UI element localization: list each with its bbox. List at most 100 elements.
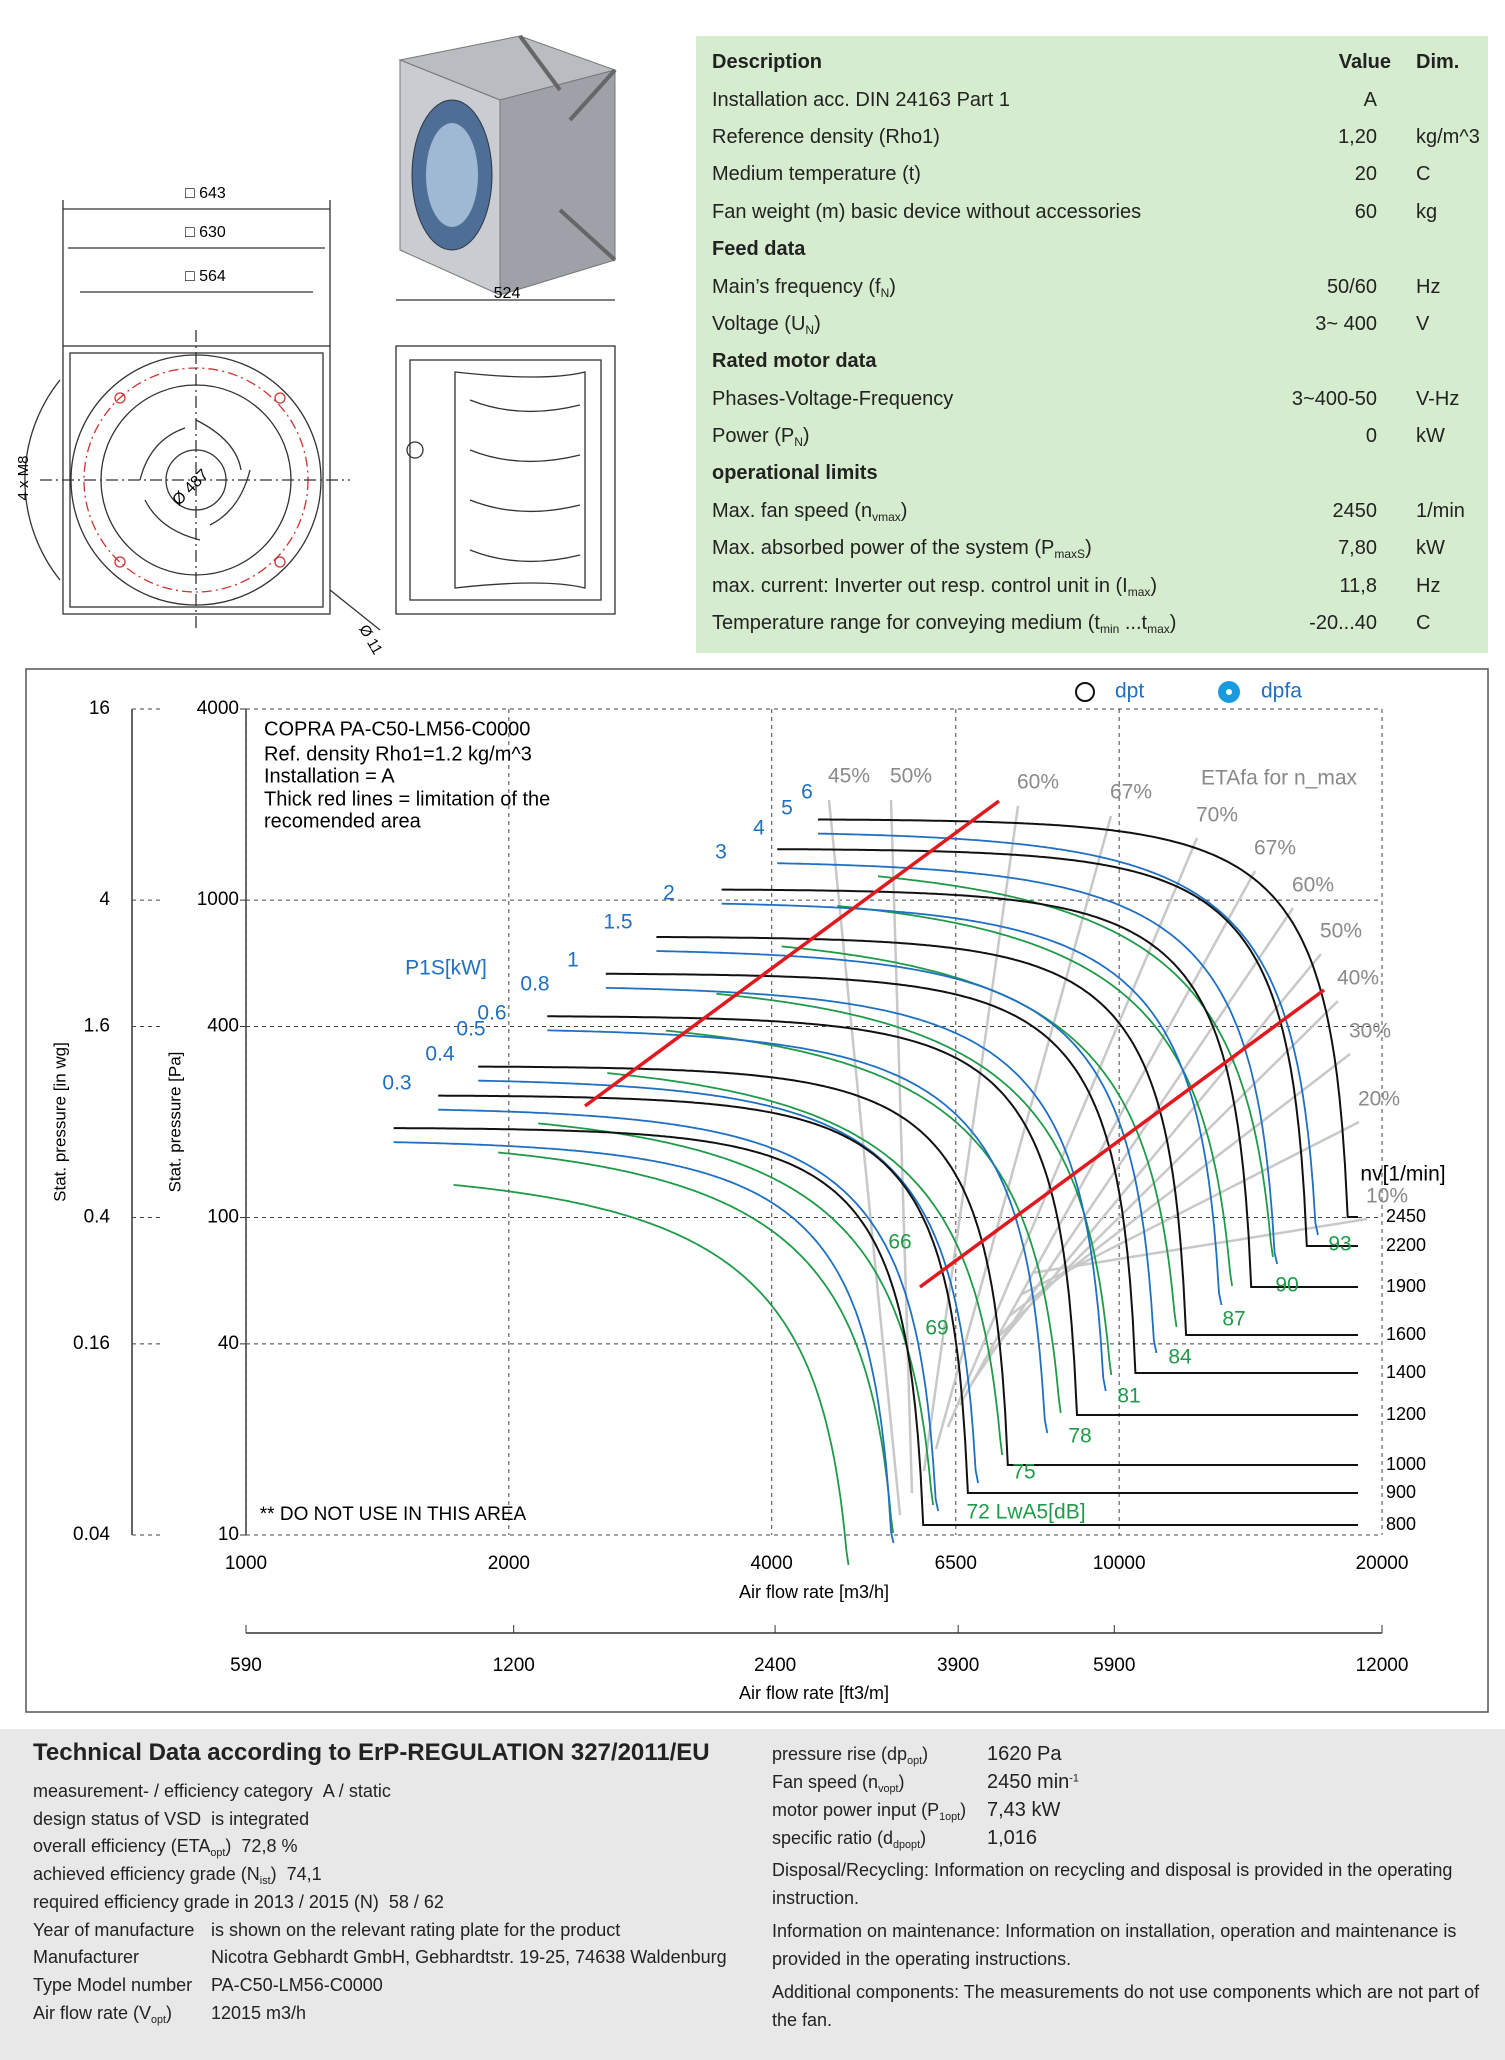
x-tick-label: 6500: [935, 1553, 977, 1574]
spec-dim: Hz: [1416, 574, 1441, 597]
speed-label: 1600: [1386, 1324, 1426, 1344]
speed-title: nv[1/min]: [1360, 1163, 1445, 1186]
dpfa-curve: [478, 1079, 979, 1484]
tech-label: Air flow rate (Vopt): [33, 2002, 211, 2025]
speed-curve: [777, 848, 1358, 1247]
label-part: Voltage (U: [712, 312, 806, 335]
label-part: ): [922, 1744, 929, 1764]
tech-data: Technical Data according to ErP-REGULATI…: [0, 1729, 1505, 2060]
tech-value: Nicotra Gebhardt GmbH, Gebhardtstr. 19-2…: [211, 1947, 727, 1968]
x2-tick-label: 5900: [1093, 1655, 1135, 1676]
speed-curve: [547, 1015, 1358, 1416]
spec-value: 20: [1354, 163, 1377, 186]
spec-dim: C: [1416, 163, 1431, 186]
label-part: max. current: Inverter out resp. control…: [712, 574, 1128, 597]
eta-label: 45%: [828, 765, 870, 788]
efficiency-line: [934, 815, 1113, 1450]
sound-label: 93: [1328, 1233, 1351, 1256]
dim-label: Ø 11: [355, 622, 385, 658]
spec-value: 3~ 400: [1315, 312, 1377, 335]
chart-frame: [25, 668, 1489, 1713]
sound-curve: [877, 875, 1274, 1258]
efficiency-line: [922, 805, 1020, 1472]
spec-label: Max. fan speed (nvmax): [712, 500, 907, 523]
tech-row: specific ratio (ddpopt) 1,016: [772, 1827, 1037, 1850]
label-part: ): [1085, 537, 1092, 560]
subscript: vopt: [878, 1782, 899, 1795]
label-part: achieved efficiency grade (N: [33, 1864, 260, 1885]
header-cell: Dim.: [1416, 51, 1460, 74]
x2-axis-title: Air flow rate [ft3/m]: [739, 1683, 889, 1703]
spec-row: Max. absorbed power of the system (PmaxS…: [712, 530, 1488, 567]
spec-value: A: [1363, 88, 1377, 111]
sound-label: 84: [1168, 1346, 1192, 1369]
power-label: 2: [663, 882, 675, 905]
x-tick-label: 10000: [1093, 1553, 1146, 1574]
tech-row: Fan speed (nvopt) 2450 min-1: [772, 1771, 1079, 1794]
label-part: Manufacturer: [33, 1947, 140, 1968]
sound-label: 66: [888, 1231, 911, 1254]
spec-dim: Hz: [1416, 275, 1441, 298]
efficiency-line: [889, 799, 914, 1494]
tech-row: overall efficiency (ETAopt) 72,8 %: [33, 1836, 298, 1858]
limit-line: [918, 988, 1326, 1289]
spec-label: Medium temperature (t): [712, 163, 921, 186]
y2-tick-label: 4: [99, 889, 110, 910]
chart-note: COPRA PA-C50-LM56-C0000: [264, 718, 530, 740]
tech-value: 74,1: [286, 1864, 322, 1885]
tech-label: overall efficiency (ETAopt): [33, 1836, 231, 1858]
tech-row: pressure rise (dpopt) 1620 Pa: [772, 1743, 1062, 1766]
table-header: Description Value Dim.: [712, 44, 1488, 81]
eta-label: 30%: [1349, 1020, 1391, 1043]
label-part: Phases-Voltage-Frequency: [712, 387, 954, 410]
power-label: 0.8: [520, 973, 549, 996]
speed-label: 2450: [1386, 1206, 1426, 1226]
x2-tick-label: 1200: [493, 1655, 535, 1676]
legend-marker: [1226, 689, 1232, 695]
spec-row: Fan weight (m) basic device without acce…: [712, 194, 1488, 231]
speed-curve: [393, 1127, 1358, 1526]
spec-row: Phases-Voltage-Frequency 3~400-50 V-Hz: [712, 381, 1488, 418]
tech-value: 72,8 %: [241, 1836, 298, 1857]
section-row: Rated motor data: [712, 343, 1488, 380]
dpfa-curve: [438, 1108, 940, 1512]
label-part: ): [1169, 612, 1177, 635]
label-part: Type Model number: [33, 1974, 193, 1995]
dim-label: □ 564: [185, 268, 226, 285]
eta-label: 67%: [1254, 837, 1296, 860]
subscript: N: [794, 435, 803, 450]
y-tick-label: 10: [218, 1524, 239, 1545]
label-part: measurement- / efficiency category: [33, 1781, 313, 1801]
y2-tick-label: 1.6: [84, 1015, 110, 1036]
label-part: ): [889, 275, 896, 298]
warning-note: ** DO NOT USE IN THIS AREA: [260, 1504, 527, 1525]
power-label: 0.3: [382, 1072, 411, 1095]
label-part: motor power input (P: [772, 1800, 940, 1820]
label-part: ): [270, 1864, 277, 1885]
speed-label: 1900: [1386, 1276, 1426, 1296]
sound-label: 81: [1117, 1385, 1140, 1408]
label-part: pressure rise (dp: [772, 1744, 908, 1764]
tech-value: 7,43 kW: [987, 1799, 1061, 1821]
sound-curve: [453, 1184, 850, 1566]
subscript: ist: [259, 1874, 271, 1887]
tech-value: A / static: [322, 1781, 391, 1801]
speed-curve: [438, 1094, 1358, 1494]
spec-row: Installation acc. DIN 24163 Part 1 A: [712, 81, 1488, 118]
spec-label: Max. absorbed power of the system (PmaxS…: [712, 537, 1092, 560]
legend-label: dpt: [1115, 680, 1144, 703]
subscript: 1opt: [939, 1810, 961, 1823]
spec-value: -20...40: [1309, 612, 1377, 635]
tech-label: design status of VSD: [33, 1809, 201, 1829]
spec-row: Main’s frequency (fN) 50/60 Hz: [712, 268, 1488, 305]
label-part: Max. absorbed power of the system (P: [712, 537, 1055, 560]
label-part: ): [960, 1800, 967, 1820]
chart-note: Ref. density Rho1=1.2 kg/m^3: [264, 743, 532, 765]
spec-value: 1,20: [1338, 125, 1377, 148]
efficiency-line: [1031, 1217, 1368, 1275]
label-part: ): [166, 2002, 173, 2023]
subscript: max: [1127, 584, 1151, 599]
subscript: vmax: [872, 510, 901, 525]
